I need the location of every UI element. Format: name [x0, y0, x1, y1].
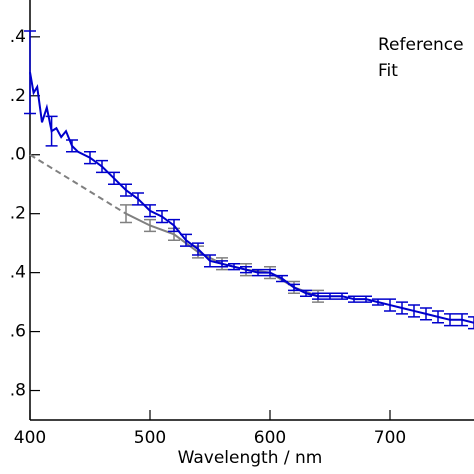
error-bar	[360, 295, 372, 303]
error-bar	[24, 30, 36, 115]
x-tick-label: 700	[374, 428, 406, 448]
error-bar	[96, 159, 108, 174]
error-bar	[144, 204, 156, 218]
error-bar	[216, 260, 228, 268]
y-tick-label: .4	[10, 263, 26, 283]
error-bar	[456, 313, 468, 327]
error-bar	[312, 292, 324, 300]
error-bar	[240, 265, 252, 274]
y-tick-label: .0	[10, 145, 26, 165]
legend-label: Reference	[378, 35, 464, 55]
error-bar	[276, 274, 288, 283]
error-bar	[372, 298, 384, 306]
error-bar	[120, 204, 132, 224]
error-bar	[252, 268, 264, 277]
error-bar	[156, 209, 168, 224]
error-bar	[468, 316, 474, 330]
error-bar	[264, 268, 276, 277]
error-bar	[444, 313, 456, 327]
error-bar	[132, 192, 144, 206]
series-line	[29, 72, 474, 324]
error-bar	[204, 254, 216, 268]
error-bar	[120, 183, 132, 197]
error-bar	[192, 242, 204, 256]
y-tick-label: .8	[10, 381, 26, 401]
error-bar	[432, 310, 444, 324]
error-bar	[180, 233, 192, 247]
error-bar	[408, 304, 420, 318]
x-tick-label: 500	[134, 428, 166, 448]
reference-dashed-line	[29, 153, 127, 215]
y-tick-label: .6	[10, 322, 26, 342]
y-tick-label: .2	[10, 86, 26, 106]
x-tick-label: 400	[14, 428, 46, 448]
error-bar	[324, 292, 336, 300]
y-tick-label: .2	[10, 204, 26, 224]
error-bar	[108, 171, 120, 185]
x-axis-label: Wavelength / nm	[178, 448, 323, 468]
error-bar	[420, 307, 432, 321]
y-tick-label: .4	[10, 27, 26, 47]
error-bar	[336, 292, 348, 300]
error-bar	[66, 139, 78, 153]
error-bar	[168, 218, 180, 233]
error-bar	[396, 301, 408, 315]
error-bar	[348, 295, 360, 303]
error-bar	[384, 298, 396, 312]
error-bar	[228, 263, 240, 271]
error-bar	[300, 289, 312, 297]
error-bar	[288, 283, 300, 292]
error-bar	[84, 151, 96, 165]
error-bar	[144, 218, 156, 233]
legend-label: Fit	[378, 61, 398, 81]
x-tick-label: 600	[254, 428, 286, 448]
error-bar	[45, 115, 58, 147]
